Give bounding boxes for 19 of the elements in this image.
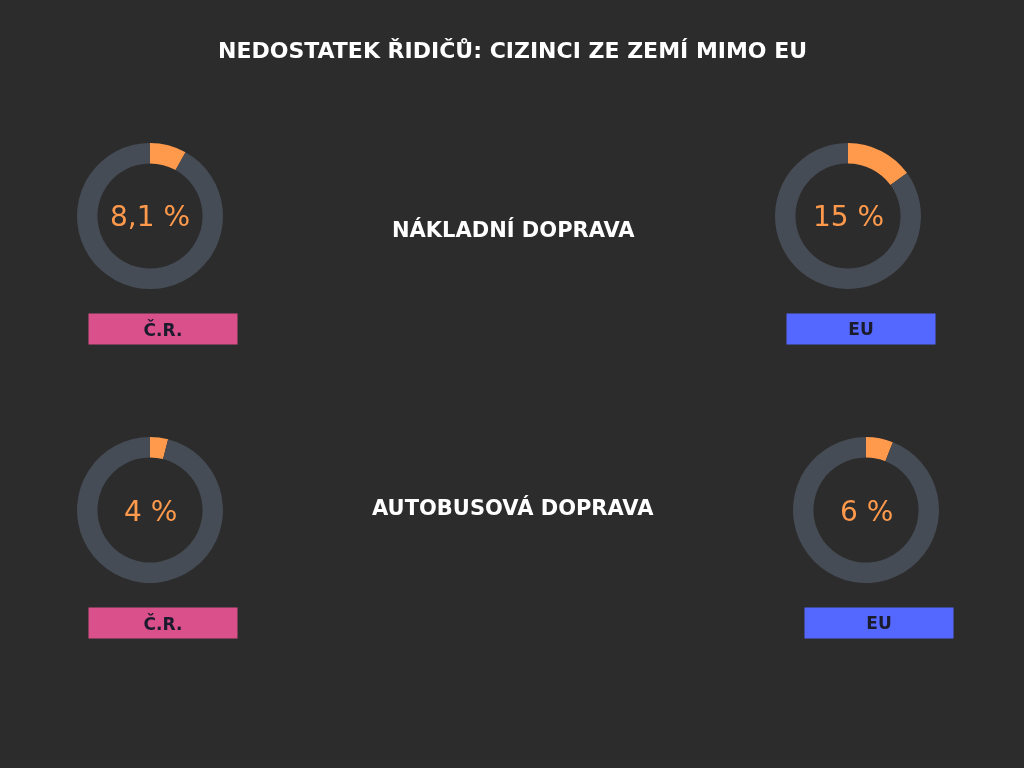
text: EU — [848, 319, 874, 339]
text: EU — [866, 613, 892, 633]
text: 4 % — [124, 495, 178, 528]
donut-slice — [793, 437, 939, 583]
donut-slice — [150, 437, 169, 460]
donut-slice — [77, 437, 223, 583]
text: AUTOBUSOVÁ DOPRAVA — [372, 495, 655, 520]
text: 8,1 % — [110, 200, 191, 233]
text: NÁKLADNÍ DOPRAVA — [392, 217, 636, 242]
donut-slice — [150, 143, 186, 171]
donut-slice — [848, 143, 908, 186]
text: 15 % — [813, 200, 885, 233]
donut-slice — [77, 143, 223, 289]
text: 6 % — [840, 495, 894, 528]
text: NEDOSTATEK ŘIDIČŮ: CIZINCI ZE ZEMÍ MIMO EU — [218, 38, 808, 63]
text: Č.R. — [143, 612, 183, 634]
donut-slice — [775, 143, 921, 289]
donut-slice — [866, 437, 893, 462]
text: Č.R. — [143, 318, 183, 340]
